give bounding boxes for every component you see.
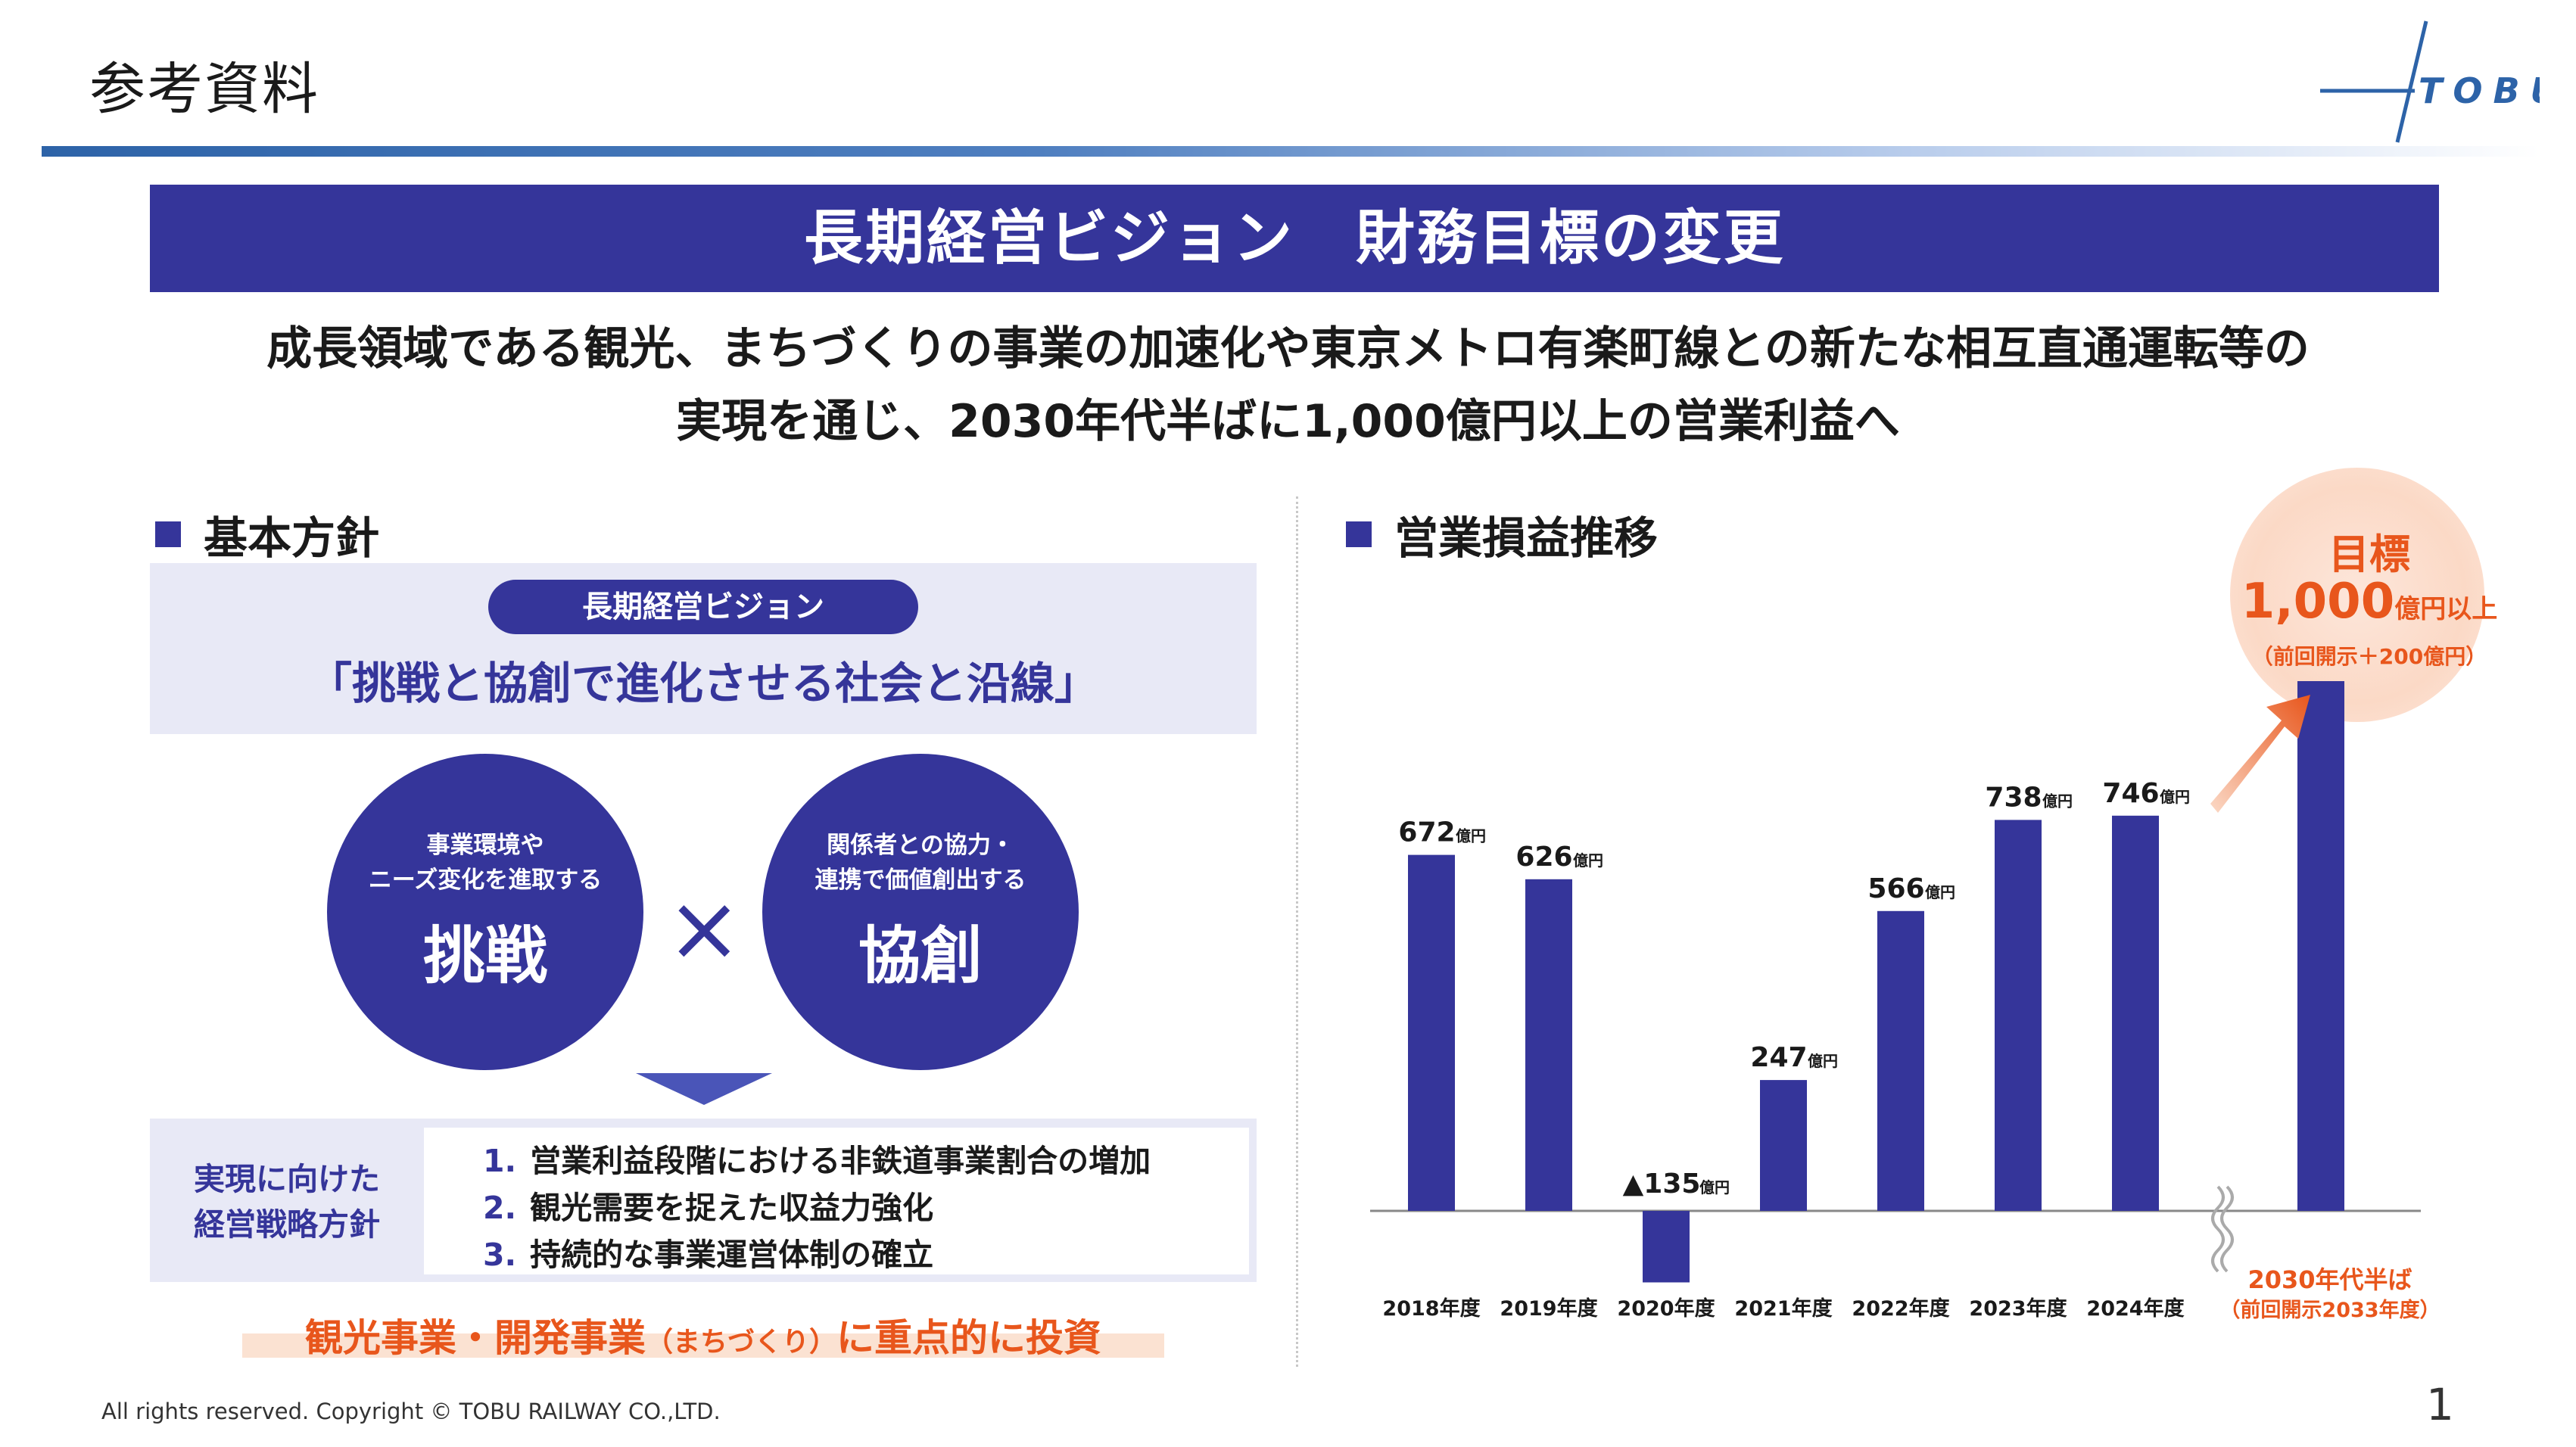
cocreation-sub-2: 連携で価値創出する — [815, 867, 1026, 894]
challenge-circle: 事業環境や ニーズ変化を進取する 挑戦 — [327, 754, 643, 1070]
category-label: 2021年度 — [1734, 1296, 1832, 1321]
bar-unit-label: 億円 — [1573, 851, 1603, 870]
cocreation-title: 協創 — [858, 920, 983, 992]
bar-unit-label: 億円 — [2160, 788, 2190, 806]
bar-value-label: 672 — [1398, 817, 1455, 848]
bar — [1408, 854, 1455, 1211]
lead-line-1: 成長領域である観光、まちづくりの事業の加速化や東京メトロ有楽町線との新たな相互直… — [266, 322, 2310, 375]
bar-value-label: 247 — [1750, 1042, 1807, 1073]
header-divider — [42, 146, 2540, 157]
cocreation-circle: 関係者との協力・ 連携で価値創出する 協創 — [762, 754, 1079, 1070]
bar-value-label: ▲135 — [1623, 1168, 1701, 1200]
strategy-number: 1. — [483, 1143, 517, 1179]
strategy-text: 観光需要を捉えた収益力強化 — [530, 1190, 934, 1226]
bar — [1643, 1211, 1690, 1283]
bar-unit-label: 億円 — [1699, 1178, 1730, 1196]
category-label: 2020年度 — [1617, 1296, 1715, 1321]
logo-text: TOBU — [2419, 70, 2540, 111]
category-label: 2018年度 — [1382, 1296, 1480, 1321]
category-label: 2024年度 — [2086, 1296, 2184, 1321]
category-label: 2019年度 — [1500, 1296, 1597, 1321]
bar-unit-label: 億円 — [1808, 1052, 1838, 1070]
target-value: 1,000 — [2241, 574, 2395, 630]
bar-value-label: 566 — [1867, 873, 1924, 904]
page-title: 参考資料 — [89, 57, 319, 122]
focus-statement: 観光事業・開発事業（まちづくり）に重点的に投資 — [150, 1308, 1257, 1362]
lead-line-2: 実現を通じ、2030年代半ばに1,000億円以上の営業利益へ — [676, 395, 1900, 448]
vision-statement: 「挑戦と協創で進化させる社会と沿線」 — [307, 658, 1098, 709]
target-label: 目標 — [2328, 531, 2410, 578]
strategy-label: 実現に向けた 経営戦略方針 — [150, 1156, 424, 1247]
square-bullet-icon — [1346, 521, 1372, 547]
challenge-sub-2: ニーズ変化を進取する — [368, 867, 603, 894]
policy-heading-text: 基本方針 — [204, 512, 380, 564]
axis-break-icon — [2220, 1185, 2234, 1273]
bar-unit-label: 億円 — [1456, 827, 1486, 845]
profit-heading-text: 営業損益推移 — [1394, 512, 1659, 564]
target-unit: 億円以上 — [2394, 594, 2498, 624]
down-arrow-icon — [636, 1073, 772, 1105]
strategy-text: 営業利益段階における非鉄道事業割合の増加 — [530, 1143, 1151, 1179]
bar-value-label: 738 — [1985, 782, 2042, 813]
target-highlight-circle — [2230, 468, 2484, 722]
bar-unit-label: 億円 — [1925, 883, 1955, 901]
target-note: （前回開示＋200億円） — [2251, 644, 2487, 669]
bar — [1525, 879, 1572, 1211]
times-icon: × — [666, 876, 743, 982]
target-bar — [2297, 681, 2344, 1211]
policy-heading: 基本方針 — [155, 503, 379, 566]
bar-unit-label: 億円 — [2042, 792, 2073, 810]
growth-arrow-icon — [2210, 695, 2310, 813]
profit-heading: 営業損益推移 — [1346, 503, 1658, 566]
strategy-item: 1. 営業利益段階における非鉄道事業割合の増加 — [483, 1135, 1151, 1181]
strategy-number: 3. — [483, 1237, 517, 1273]
target-period-note: （前回開示2033年度） — [2219, 1298, 2440, 1322]
focus-part-c: に重点的に投資 — [836, 1316, 1101, 1360]
strategy-label-line-2: 経営戦略方針 — [194, 1206, 380, 1243]
section-divider — [1296, 496, 1298, 1367]
bar-value-label: 746 — [2102, 778, 2159, 809]
copyright-text: All rights reserved. Copyright © TOBU RA… — [101, 1399, 721, 1424]
bar-value-label: 626 — [1515, 842, 1572, 873]
strategy-text: 持続的な事業運営体制の確立 — [530, 1237, 934, 1273]
bar — [1877, 910, 1924, 1211]
banner-title: 長期経営ビジョン 財務目標の変更 — [150, 185, 2439, 292]
square-bullet-icon — [155, 521, 181, 547]
focus-highlight — [242, 1333, 1164, 1358]
focus-part-a: 観光事業・開発事業 — [304, 1316, 646, 1360]
target-value-line: 1,000億円以上 — [2195, 574, 2543, 630]
target-period-label: 2030年代半ば — [2247, 1265, 2412, 1294]
strategy-item: 3. 持続的な事業運営体制の確立 — [483, 1229, 933, 1274]
category-label: 2022年度 — [1852, 1296, 1949, 1321]
strategy-number: 2. — [483, 1190, 517, 1226]
challenge-title: 挑戦 — [422, 920, 547, 992]
cocreation-sub-1: 関係者との協力・ — [827, 832, 1014, 859]
vision-pill: 長期経営ビジョン — [488, 580, 918, 634]
challenge-sub-1: 事業環境や — [426, 832, 544, 859]
strategy-list-panel — [424, 1128, 1249, 1274]
focus-part-b: （まちづくり） — [645, 1327, 836, 1358]
axis-break-icon — [2211, 1185, 2225, 1273]
bar — [1760, 1080, 1807, 1211]
category-label: 2023年度 — [1969, 1296, 2067, 1321]
tobu-logo: TOBU — [2313, 14, 2559, 150]
strategy-item: 2. 観光需要を捉えた収益力強化 — [483, 1182, 933, 1228]
page-number: 1 — [2426, 1379, 2454, 1430]
strategy-label-line-1: 実現に向けた — [194, 1161, 380, 1197]
bar — [2112, 815, 2159, 1211]
bar — [1995, 820, 2042, 1211]
